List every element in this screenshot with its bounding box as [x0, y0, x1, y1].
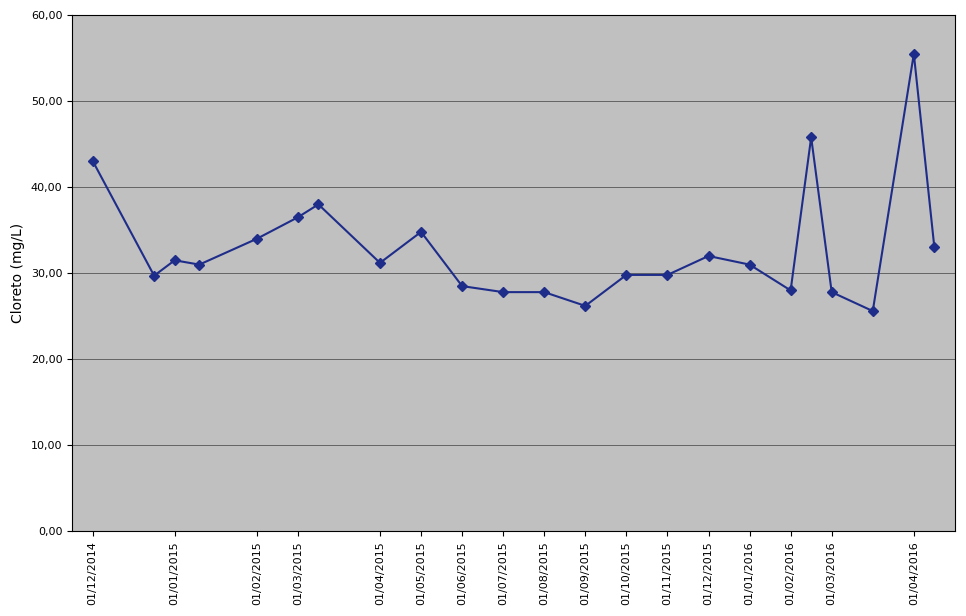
Y-axis label: Cloreto (mg/L): Cloreto (mg/L): [12, 223, 25, 323]
